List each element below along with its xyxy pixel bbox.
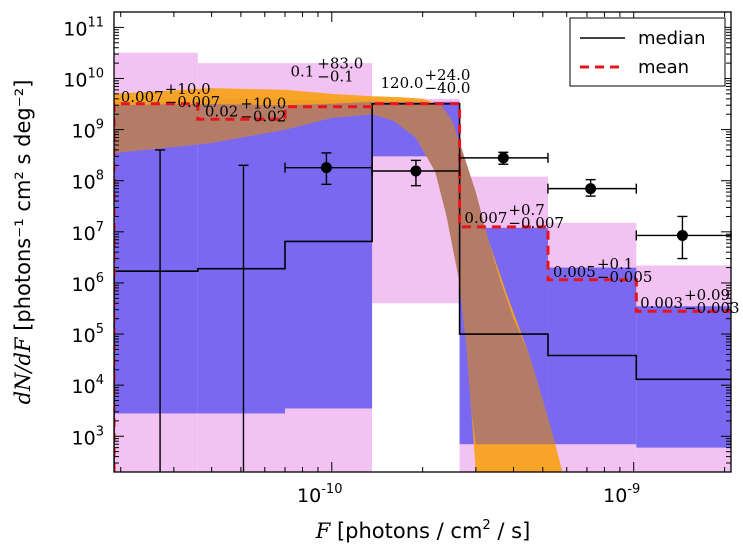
annotation-6-sup: +0.1 [597, 255, 633, 273]
annotation-4-sub: −40.0 [424, 79, 470, 97]
annotation-7-sub: −0.003 [684, 299, 740, 317]
band-inner-bin-1 [114, 101, 198, 414]
legend-mean-label: mean [638, 57, 689, 78]
median-step-line [114, 103, 731, 472]
data-point-1 [155, 149, 166, 472]
annotation-2-sup: +10.0 [240, 95, 286, 113]
annotation-1: 0.007 [121, 88, 164, 106]
y-tick-label-11: 1011 [63, 15, 104, 40]
annotation-1-sub: −0.007 [165, 93, 221, 111]
legend-median-label: median [638, 28, 705, 49]
annotation-5-sup: +0.7 [508, 201, 544, 219]
y-tick-label-3: 103 [72, 424, 104, 449]
y-tick-label-5: 105 [72, 322, 104, 347]
annotation-7: 0.003 [640, 294, 683, 312]
annotation-4: 120.0 [380, 74, 423, 92]
annotation-2: 0.02 [205, 103, 238, 121]
annotation-1-sup: +10.0 [165, 80, 211, 98]
annotation-6: 0.005 [553, 263, 596, 281]
legend-box [569, 17, 726, 87]
band-inner-bin-3 [285, 99, 373, 409]
annotation-3-sup: +83.0 [317, 54, 363, 72]
legend: median mean [569, 17, 726, 87]
y-tick-label-10: 1010 [63, 66, 104, 91]
band-inner-bin-2 [197, 98, 286, 414]
y-tick-label-4: 104 [72, 373, 104, 398]
annotation-5-sub: −0.007 [508, 214, 564, 232]
x-axis-title: F [photons / cm2 / s] [315, 518, 531, 543]
annotation-5: 0.007 [464, 209, 507, 227]
y-axis-title: dN/dF [photons⁻¹ cm² s deg⁻²] [11, 80, 35, 405]
y-tick-label-9: 109 [72, 118, 104, 143]
data-point-7 [635, 215, 732, 260]
annotation-4-sup: +24.0 [424, 66, 470, 84]
data-point-4 [371, 159, 461, 187]
data-point-2 [238, 164, 249, 472]
y-tick-label-6: 106 [72, 271, 104, 296]
annotation-2-sub: −0.02 [240, 108, 286, 126]
x-tick-label-2: 10-9 [603, 482, 640, 507]
band-inner-bin-7 [636, 306, 731, 448]
data-point-6 [547, 178, 638, 197]
mean-step-line [114, 102, 731, 472]
annotation-3-sub: −0.1 [317, 67, 353, 85]
annotation-6-sub: −0.005 [597, 268, 653, 286]
annotation-7-sup: +0.09 [684, 286, 730, 304]
annotation-3: 0.1 [291, 62, 315, 80]
y-tick-label-7: 107 [72, 220, 104, 245]
x-tick-label-1: 10-10 [297, 482, 342, 507]
y-tick-label-8: 108 [72, 169, 104, 194]
data-point-5 [458, 151, 549, 165]
overlap-band [114, 101, 556, 445]
